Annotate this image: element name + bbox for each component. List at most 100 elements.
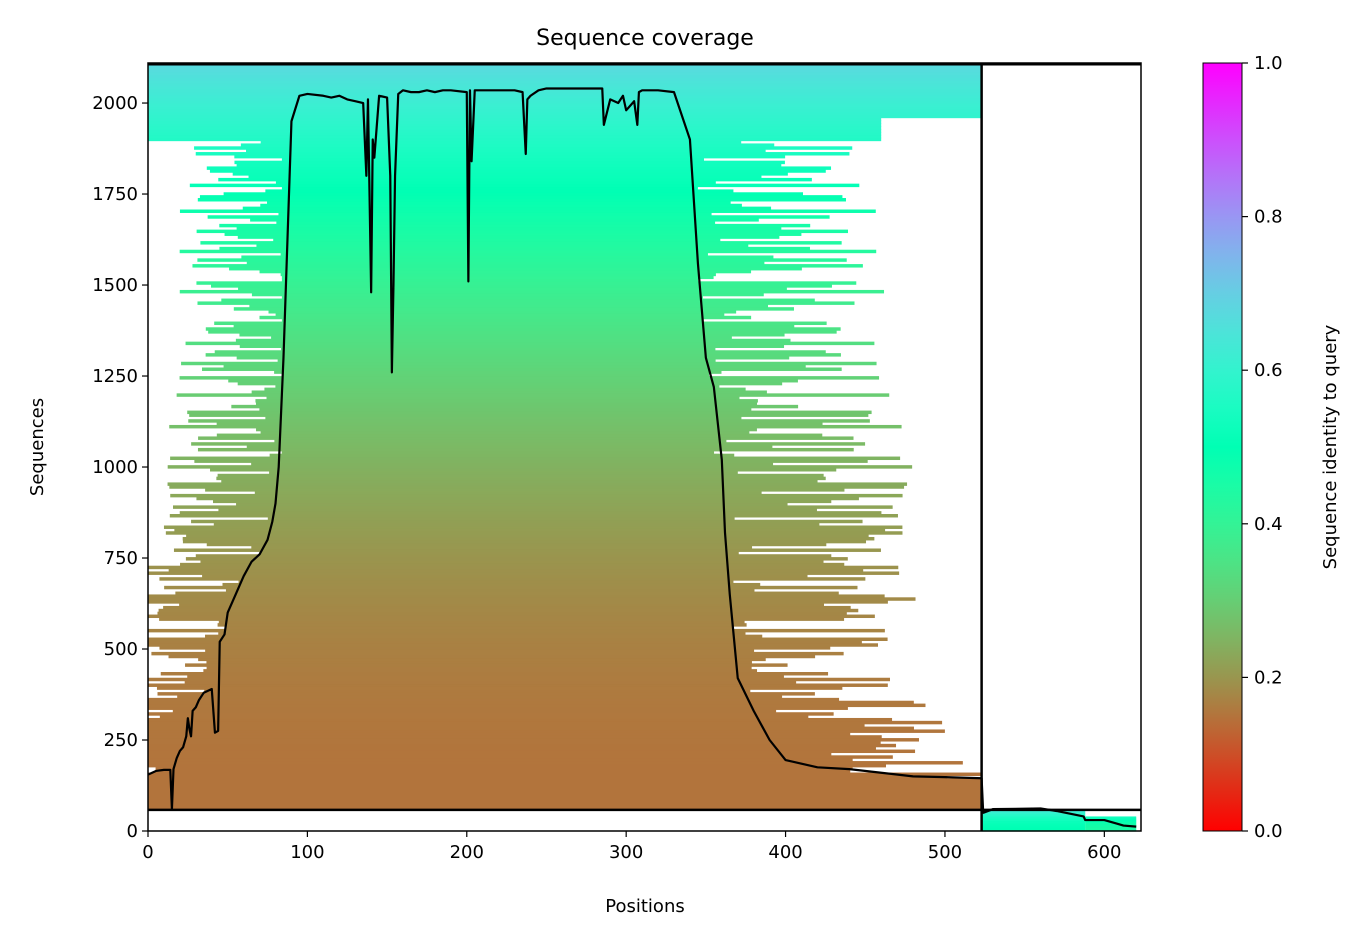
heatmap-row bbox=[148, 614, 875, 619]
heatmap-row bbox=[169, 485, 905, 489]
heatmap-row bbox=[233, 307, 794, 311]
heatmap-row bbox=[266, 396, 740, 400]
heatmap-row bbox=[148, 755, 893, 759]
heatmap-row bbox=[981, 823, 1086, 827]
heatmap-row bbox=[280, 347, 716, 351]
heatmap-row bbox=[251, 390, 767, 394]
heatmap-row bbox=[148, 720, 943, 725]
colorbar-tick-label: 0.0 bbox=[1254, 821, 1283, 842]
heatmap-row bbox=[148, 781, 982, 785]
heatmap-row bbox=[148, 706, 848, 710]
heatmap-row bbox=[179, 249, 877, 254]
heatmap-row bbox=[1085, 824, 1137, 827]
heatmap-row bbox=[221, 298, 815, 303]
heatmap-row bbox=[281, 157, 704, 162]
x-tick-label: 200 bbox=[450, 842, 484, 863]
heatmap-row bbox=[180, 562, 845, 567]
heatmap-row bbox=[148, 83, 982, 87]
heatmap-row bbox=[201, 367, 842, 371]
heatmap-row bbox=[981, 825, 1086, 829]
y-tick-label: 1500 bbox=[92, 275, 138, 296]
heatmap-row bbox=[218, 620, 745, 624]
heatmap-row bbox=[231, 404, 799, 409]
heatmap-row bbox=[187, 410, 872, 415]
heatmap-row bbox=[148, 726, 914, 731]
colorbar-tick-label: 1.0 bbox=[1254, 53, 1283, 74]
heatmap-row bbox=[223, 192, 803, 196]
heatmap-row bbox=[281, 318, 703, 323]
heatmap-row bbox=[148, 628, 885, 633]
heatmap-row bbox=[236, 356, 790, 360]
x-axis: 0 100 200 300 400 500 600 bbox=[142, 831, 1122, 863]
y-axis: 0 250 500 750 1000 1250 1500 1750 2000 bbox=[92, 93, 148, 842]
heatmap-row bbox=[148, 758, 853, 762]
heatmap-row bbox=[981, 827, 1086, 830]
heatmap-row bbox=[148, 732, 851, 736]
heatmap-row bbox=[148, 129, 882, 133]
heatmap-row bbox=[169, 514, 898, 518]
heatmap-row bbox=[216, 433, 823, 438]
heatmap-row bbox=[219, 246, 810, 251]
heatmap-row bbox=[205, 353, 841, 357]
x-tick-label: 300 bbox=[609, 842, 643, 863]
heatmap-row bbox=[265, 416, 742, 420]
heatmap-row bbox=[273, 238, 721, 242]
heatmap-row bbox=[160, 672, 829, 676]
heatmap-row bbox=[232, 172, 788, 176]
heatmap-row bbox=[248, 175, 762, 179]
heatmap-row bbox=[148, 778, 982, 782]
heatmap-row bbox=[276, 221, 716, 225]
heatmap-row bbox=[198, 657, 766, 662]
heatmap-row bbox=[236, 502, 788, 506]
heatmap-row bbox=[148, 743, 897, 748]
heatmap-row bbox=[281, 450, 715, 455]
heatmap-row bbox=[267, 516, 735, 521]
heatmap-row bbox=[157, 692, 815, 696]
heatmap-row bbox=[259, 407, 752, 412]
heatmap-row bbox=[148, 723, 865, 728]
x-tick-label: 600 bbox=[1087, 842, 1121, 863]
y-tick-label: 1250 bbox=[92, 366, 138, 387]
heatmap-row bbox=[148, 789, 982, 794]
chain-boundaries bbox=[148, 62, 1141, 831]
heatmap-row bbox=[179, 511, 882, 515]
heatmap-row bbox=[209, 169, 826, 173]
heatmap-row bbox=[148, 738, 919, 742]
heatmap-row bbox=[148, 126, 882, 130]
heatmap-row bbox=[205, 488, 845, 492]
heatmap-row bbox=[185, 341, 875, 346]
heatmap-row bbox=[148, 784, 982, 788]
heatmap-row bbox=[221, 479, 818, 483]
heatmap-row bbox=[214, 350, 826, 354]
heatmap-row bbox=[228, 378, 798, 383]
heatmap-row bbox=[157, 611, 847, 616]
heatmap-row bbox=[148, 746, 876, 751]
heatmap-row bbox=[187, 674, 784, 679]
heatmap-row bbox=[173, 548, 881, 552]
heatmap-row bbox=[148, 677, 890, 682]
heatmap-row bbox=[148, 740, 881, 745]
heatmap-row bbox=[202, 574, 808, 578]
heatmap-row bbox=[260, 140, 742, 145]
heatmap-row bbox=[278, 212, 712, 216]
heatmap-row bbox=[148, 77, 982, 81]
heatmap-row bbox=[170, 493, 903, 498]
y-tick-label: 250 bbox=[104, 730, 138, 751]
heatmap-row bbox=[236, 163, 782, 168]
heatmap-row bbox=[206, 666, 752, 670]
heatmap-row bbox=[197, 447, 854, 452]
heatmap-row bbox=[148, 772, 982, 777]
heatmap-row bbox=[148, 108, 982, 113]
colorbar-tick-label: 0.8 bbox=[1254, 207, 1283, 228]
heatmap-row bbox=[159, 577, 866, 581]
heatmap-row bbox=[981, 813, 1086, 816]
heatmap-row bbox=[251, 462, 774, 466]
heatmap-row bbox=[246, 149, 766, 153]
heatmap-row bbox=[234, 154, 786, 159]
heatmap-row bbox=[168, 654, 816, 659]
heatmap-row bbox=[165, 531, 903, 535]
heatmap-row bbox=[175, 591, 839, 596]
heatmap-row bbox=[219, 223, 811, 228]
heatmap-row bbox=[269, 453, 735, 458]
